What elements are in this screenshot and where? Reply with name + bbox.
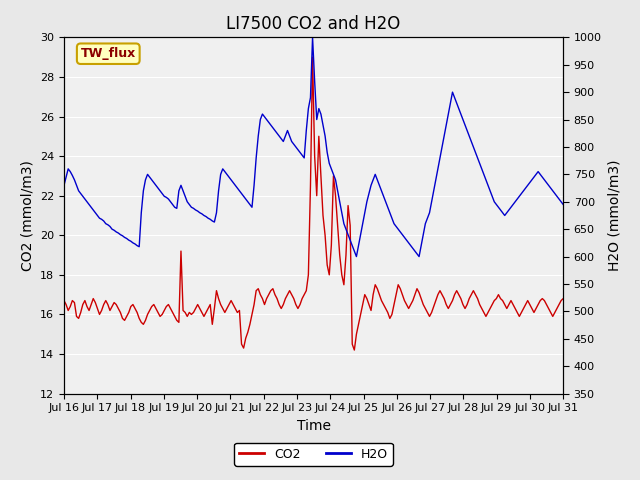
Y-axis label: H2O (mmol/m3): H2O (mmol/m3) [607,160,621,271]
Y-axis label: CO2 (mmol/m3): CO2 (mmol/m3) [20,160,35,271]
X-axis label: Time: Time [296,419,331,433]
Legend: CO2, H2O: CO2, H2O [234,443,393,466]
Title: LI7500 CO2 and H2O: LI7500 CO2 and H2O [227,15,401,33]
Text: TW_flux: TW_flux [81,47,136,60]
